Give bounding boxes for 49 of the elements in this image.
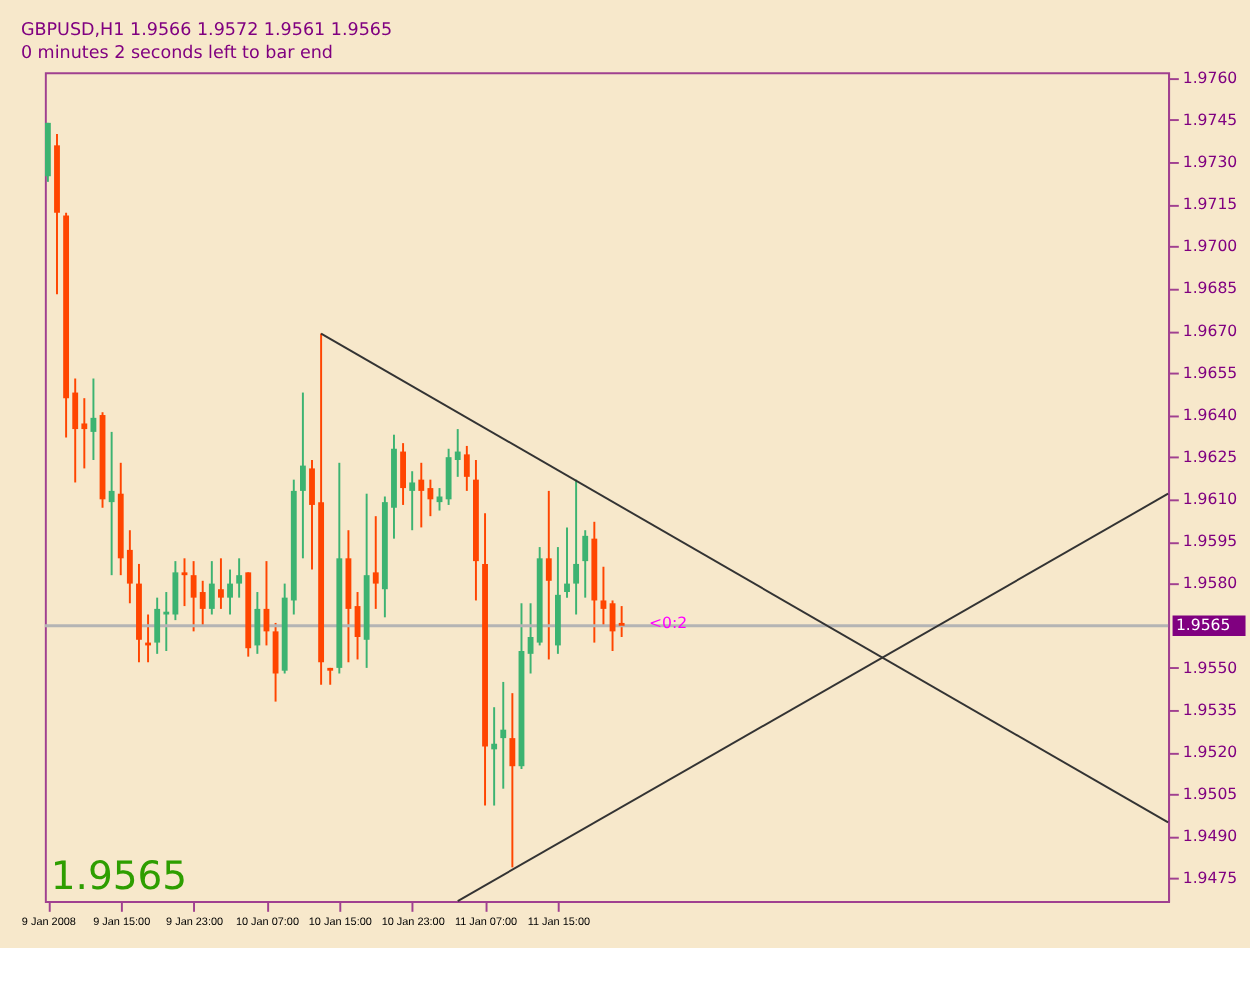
candlestick — [491, 706, 498, 807]
y-tick-label: 1.9640 — [1182, 405, 1238, 424]
candlestick — [564, 526, 570, 599]
candlestick — [218, 557, 224, 610]
candlestick — [573, 478, 580, 616]
y-tick-label: 1.9535 — [1182, 700, 1238, 719]
candlestick — [254, 591, 261, 655]
annotation: <0:2 — [648, 613, 688, 632]
y-tick-label: 1.9700 — [1182, 237, 1238, 256]
candlestick — [208, 560, 215, 616]
candlestick — [181, 557, 188, 608]
y-tick-label: 1.9490 — [1182, 827, 1238, 846]
candlestick — [154, 596, 161, 655]
annotation: 1.9565 — [50, 853, 188, 900]
candlestick — [299, 391, 306, 560]
y-tick-label: 1.9505 — [1182, 785, 1238, 804]
candlestick — [463, 444, 470, 492]
y-tick-label: 1.9595 — [1182, 532, 1238, 551]
candlestick — [409, 470, 416, 532]
y-tick-label: 1.9550 — [1182, 658, 1238, 677]
candlestick — [418, 461, 425, 529]
chart-subtitle: 0 minutes 2 seconds left to bar end — [20, 44, 333, 65]
y-tick-label: 1.9730 — [1182, 153, 1238, 172]
ref-line-label: 1.9565 — [1175, 615, 1231, 634]
y-tick-label: 1.9580 — [1182, 574, 1238, 593]
candlestick — [500, 680, 507, 790]
y-tick-label: 1.9715 — [1182, 195, 1238, 214]
candlestick — [618, 605, 625, 638]
y-tick-label: 1.9670 — [1182, 321, 1238, 340]
candlestick — [199, 579, 206, 627]
y-tick-label: 1.9685 — [1182, 279, 1238, 298]
y-tick-label: 1.9760 — [1182, 68, 1238, 87]
y-tick-label: 1.9655 — [1182, 363, 1238, 382]
candlestick — [509, 692, 516, 869]
candlestick — [582, 529, 589, 599]
y-tick-label: 1.9520 — [1182, 743, 1238, 762]
y-tick-label: 1.9610 — [1182, 490, 1238, 509]
candlestick — [227, 568, 233, 616]
candlestick — [545, 489, 552, 661]
candlestick — [236, 557, 243, 599]
chart-title: GBPUSD,H1 1.9566 1.9572 1.9561 1.9565 — [20, 21, 393, 41]
y-tick-label: 1.9625 — [1182, 448, 1238, 467]
candlestick — [600, 565, 607, 627]
y-tick-label: 1.9745 — [1182, 110, 1238, 129]
candlestick — [108, 430, 115, 577]
candlestick — [90, 377, 97, 461]
y-tick-label: 1.9475 — [1182, 869, 1238, 888]
candlestick — [400, 442, 406, 506]
candlestick — [372, 515, 379, 610]
